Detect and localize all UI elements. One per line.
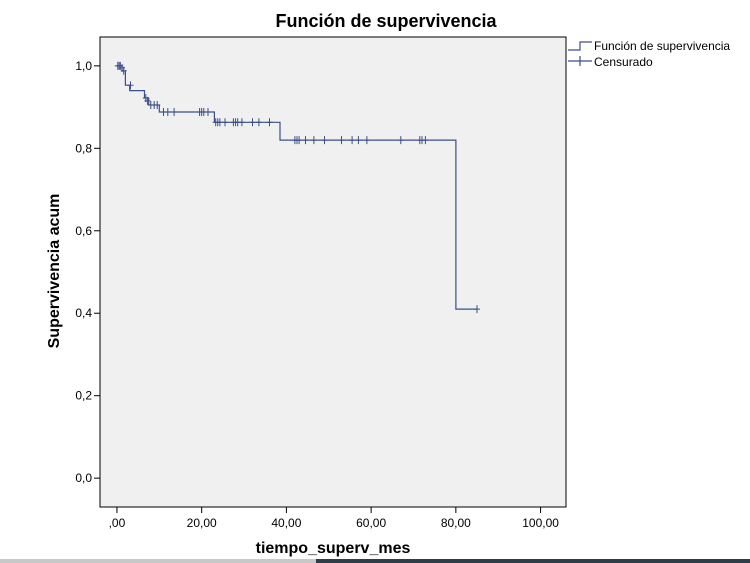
censor-mark (302, 136, 309, 145)
x-tick-label: 60,00 (356, 516, 386, 530)
censor-mark (266, 118, 273, 127)
x-tick-label: 80,00 (441, 516, 471, 530)
taskbar-edge (316, 559, 750, 563)
y-tick-label: 0,8 (75, 141, 92, 155)
y-tick-label: 0,4 (75, 306, 92, 320)
legend-item-censored: Censurado (568, 55, 653, 69)
y-axis: 0,0 0,2 0,4 0,6 0,8 1,0 (75, 59, 100, 485)
y-axis-label: Supervivencia acum (46, 194, 63, 349)
censor-mark (164, 108, 171, 116)
censor-mark (144, 96, 151, 105)
censor-mark (216, 118, 223, 127)
legend-censor-swatch (568, 56, 592, 66)
survival-step-line (116, 65, 477, 310)
series-layer (114, 61, 480, 314)
y-tick-label: 0,0 (75, 471, 92, 485)
y-tick-label: 0,6 (75, 224, 92, 238)
censor-mark (171, 108, 178, 116)
censor-mark (349, 136, 356, 145)
censor-mark (238, 118, 245, 127)
censor-mark (255, 118, 262, 127)
x-axis-label: tiempo_superv_mes (256, 540, 411, 557)
censor-mark (355, 136, 362, 145)
censor-mark (127, 81, 134, 90)
x-axis: ,00 20,00 40,00 60,00 80,00 100,00 (109, 507, 559, 530)
x-tick-label: ,00 (109, 516, 126, 530)
censor-mark (321, 136, 328, 145)
y-tick-label: 0,2 (75, 389, 92, 403)
censor-mark (422, 136, 429, 145)
x-tick-label: 40,00 (271, 516, 301, 530)
censor-mark (249, 118, 256, 127)
censor-mark (205, 108, 211, 116)
censor-mark (296, 136, 303, 145)
censor-mark (120, 66, 127, 75)
legend-label-censored: Censurado (594, 55, 653, 69)
chart-title: Función de supervivencia (275, 11, 497, 31)
x-tick-label: 100,00 (522, 516, 559, 530)
legend-label-survival: Función de supervivencia (594, 39, 730, 53)
censor-mark (363, 136, 370, 145)
plot-area (99, 36, 567, 508)
censor-mark (338, 136, 345, 145)
censor-mark (310, 136, 317, 145)
legend: Función de supervivencia Censurado (568, 39, 730, 69)
legend-item-survival: Función de supervivencia (568, 39, 730, 53)
legend-step-swatch (568, 41, 592, 51)
censor-mark (222, 118, 228, 127)
censor-mark (474, 305, 480, 314)
y-tick-label: 1,0 (75, 59, 92, 73)
censor-mark (397, 136, 404, 145)
censor-mark (154, 101, 161, 109)
x-tick-label: 20,00 (187, 516, 217, 530)
window-bottom-edge (0, 559, 316, 563)
